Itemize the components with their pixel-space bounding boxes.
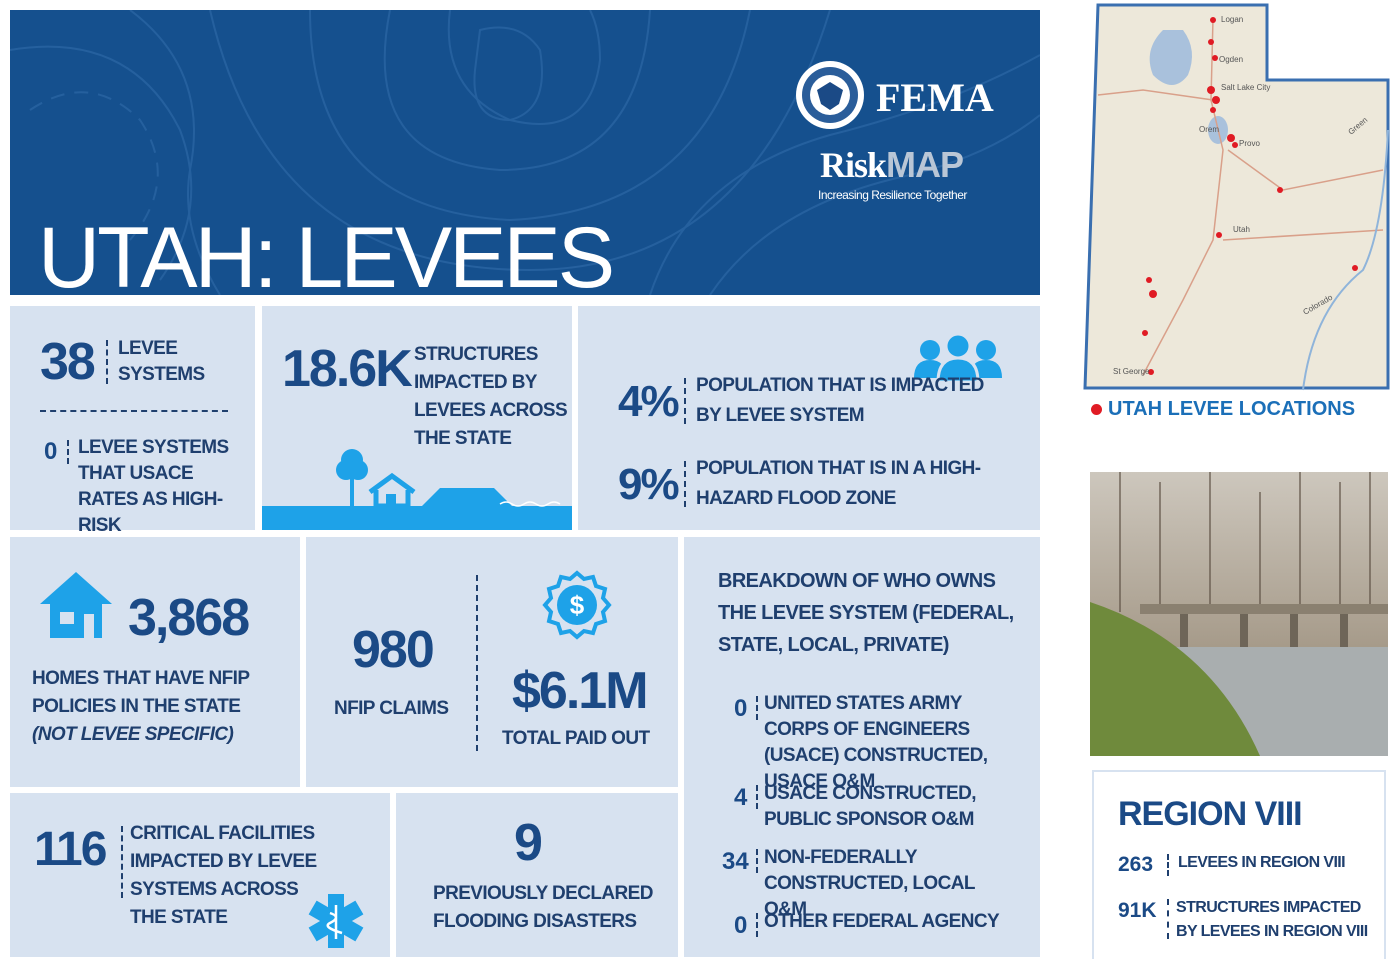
stat-value: 38: [40, 336, 94, 388]
map-label: Orem: [1199, 125, 1219, 134]
owner-value: 0: [734, 914, 747, 938]
stat-value: 9%: [618, 463, 678, 507]
levee-illustration: [262, 440, 572, 530]
divider: [1167, 854, 1169, 876]
map-label: Salt Lake City: [1221, 83, 1270, 92]
stat-label: HOMES THAT HAVE NFIP POLICIES IN THE STA…: [32, 665, 292, 721]
program-suffix: MAP: [886, 144, 963, 185]
divider: [1167, 899, 1169, 939]
map-label: Logan: [1221, 15, 1243, 24]
divider: [684, 461, 686, 507]
stat-value: 9: [514, 817, 541, 869]
divider: [121, 826, 123, 898]
dollar-badge: $: [543, 571, 611, 639]
levee-photo: [1090, 472, 1388, 756]
divider: [756, 849, 758, 873]
region-value: 91K: [1118, 900, 1157, 921]
stat-label: LEVEE SYSTEMS THAT USACE RATES AS HIGH-R…: [78, 435, 248, 539]
region-value: 263: [1118, 854, 1153, 875]
stat-label: LEVEE SYSTEMS: [118, 336, 218, 388]
tagline: Increasing Resilience Together: [818, 188, 967, 202]
ownership-title: BREAKDOWN OF WHO OWNS THE LEVEE SYSTEM (…: [718, 565, 1018, 661]
region-label: LEVEES IN REGION VIII: [1178, 851, 1345, 875]
caption-text: UTAH LEVEE LOCATIONS: [1108, 398, 1355, 420]
stat-note: (NOT LEVEE SPECIFIC): [32, 721, 233, 749]
stat-label: NFIP CLAIMS: [334, 695, 448, 723]
owner-value: 0: [734, 697, 747, 721]
utah-map: Logan Ogden Salt Lake City Orem Provo Ut…: [1083, 0, 1393, 390]
header: UTAH: LEVEES FEMA RiskMAP Increasing Res…: [10, 10, 1040, 295]
stat-value: 3,868: [128, 592, 248, 644]
medical-icon: [308, 893, 364, 949]
divider: [756, 696, 758, 720]
svg-text:$: $: [570, 590, 585, 620]
page: UTAH: LEVEES FEMA RiskMAP Increasing Res…: [0, 0, 1393, 957]
map-caption: UTAH LEVEE LOCATIONS: [1091, 398, 1355, 421]
stat-label: CRITICAL FACILITIES IMPACTED BY LEVEE SY…: [130, 820, 330, 932]
stat-label: STRUCTURES IMPACTED BY LEVEES ACROSS THE…: [414, 341, 569, 453]
dhs-seal: [795, 60, 865, 130]
stat-value: 18.6K: [282, 343, 411, 395]
title: UTAH: LEVEES: [38, 215, 612, 295]
region-label: STRUCTURES IMPACTED BY LEVEES IN REGION …: [1176, 896, 1376, 944]
owner-label: USACE CONSTRUCTED, PUBLIC SPONSOR O&M: [764, 781, 984, 833]
owner-value: 4: [734, 786, 747, 810]
stat-label: POPULATION THAT IS IMPACTED BY LEVEE SYS…: [696, 371, 986, 431]
divider: [756, 785, 758, 809]
divider: [684, 378, 686, 424]
stat-label: POPULATION THAT IS IN A HIGH-HAZARD FLOO…: [696, 454, 986, 514]
stat-value: 116: [34, 826, 105, 874]
program-prefix: Risk: [820, 145, 886, 185]
owner-label: OTHER FEDERAL AGENCY: [764, 909, 1014, 935]
divider: [476, 575, 478, 751]
divider: [67, 440, 69, 464]
stat-value: 980: [352, 624, 433, 676]
stat-value: $6.1M: [512, 665, 647, 717]
legend-dot: [1091, 404, 1102, 415]
divider: [106, 340, 108, 384]
divider: [756, 913, 758, 937]
stat-value: 4%: [618, 380, 678, 424]
map-label: Ogden: [1219, 55, 1243, 64]
stat-label: PREVIOUSLY DECLARED FLOODING DISASTERS: [433, 880, 663, 936]
divider: [40, 410, 228, 412]
program: RiskMAP: [820, 144, 963, 186]
region-title: REGION VIII: [1118, 797, 1302, 831]
owner-label: UNITED STATES ARMY CORPS OF ENGINEERS (U…: [764, 691, 1024, 795]
owner-value: 34: [722, 850, 749, 874]
map-label: Provo: [1239, 139, 1260, 148]
map-label: St George: [1113, 367, 1150, 376]
house-icon: [40, 572, 112, 638]
stat-value: 0: [44, 440, 57, 464]
stat-label: TOTAL PAID OUT: [502, 725, 649, 753]
map-label: Utah: [1233, 225, 1250, 234]
agency: FEMA: [876, 74, 994, 121]
